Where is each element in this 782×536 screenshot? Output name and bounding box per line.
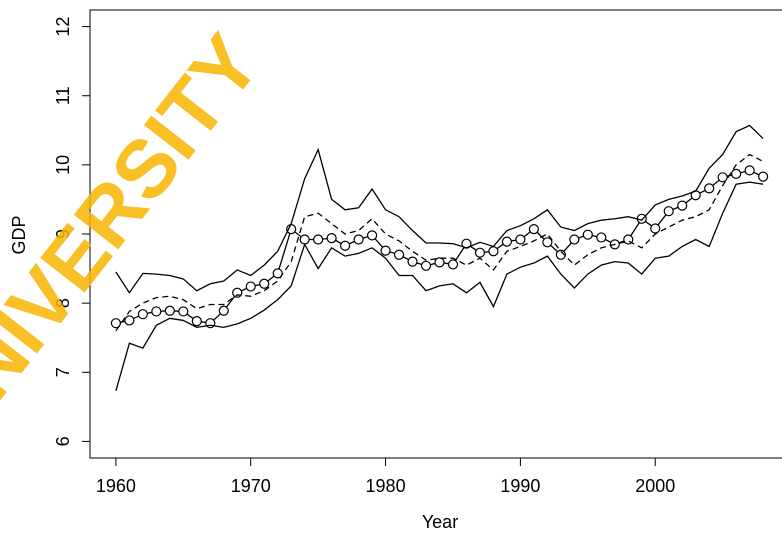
data-point	[650, 223, 661, 234]
y-axis-label: GDP	[9, 215, 29, 254]
data-point	[542, 237, 553, 248]
data-point	[501, 236, 513, 247]
data-point	[245, 281, 256, 292]
y-tick-label: 12	[53, 17, 73, 37]
data-point	[366, 230, 378, 241]
data-point	[178, 306, 189, 317]
data-point	[420, 260, 432, 271]
x-tick-label: 1970	[231, 476, 271, 496]
y-tick-label: 6	[53, 436, 73, 446]
data-point	[393, 249, 405, 260]
y-tick-label: 7	[53, 367, 73, 377]
x-tick-label: 1980	[366, 476, 406, 496]
data-point	[596, 232, 607, 243]
data-point	[164, 305, 175, 316]
y-tick-label: 8	[53, 298, 73, 308]
x-tick-label: 2000	[635, 476, 675, 496]
data-point	[353, 234, 364, 245]
watermark: UNIVERSITY	[0, 19, 278, 463]
data-point	[447, 259, 459, 270]
x-axis-label: Year	[422, 512, 458, 532]
data-point	[758, 171, 769, 182]
series-line	[115, 153, 764, 332]
series-line	[115, 181, 764, 392]
data-point	[151, 306, 162, 317]
data-point	[569, 234, 580, 245]
data-point	[272, 268, 283, 279]
data-point	[434, 257, 445, 268]
y-tick-label: 9	[53, 229, 73, 239]
data-point	[340, 240, 351, 251]
data-point	[744, 165, 755, 176]
data-point	[555, 249, 566, 260]
data-point	[488, 246, 499, 257]
data-point	[474, 247, 486, 258]
data-point	[299, 234, 310, 245]
series-line	[115, 169, 764, 324]
data-point	[218, 305, 229, 316]
data-point	[232, 287, 243, 298]
data-point	[677, 200, 688, 211]
data-point	[582, 229, 593, 240]
data-point	[407, 256, 418, 267]
data-point	[259, 278, 270, 289]
x-tick-label: 1990	[500, 476, 540, 496]
data-point	[326, 233, 337, 244]
data-point	[191, 316, 202, 327]
data-point	[663, 206, 674, 217]
y-tick-label: 10	[53, 155, 73, 175]
data-point	[137, 309, 148, 320]
x-tick-label: 1960	[96, 476, 136, 496]
data-point	[124, 315, 135, 326]
data-point	[313, 234, 324, 245]
y-tick-label: 11	[53, 86, 73, 105]
data-point	[731, 168, 742, 179]
series-line	[115, 124, 764, 294]
data-point	[380, 245, 391, 256]
data-point	[717, 172, 728, 183]
data-point	[515, 234, 526, 245]
data-point	[528, 224, 539, 235]
data-point	[110, 318, 121, 329]
data-point	[704, 183, 715, 194]
